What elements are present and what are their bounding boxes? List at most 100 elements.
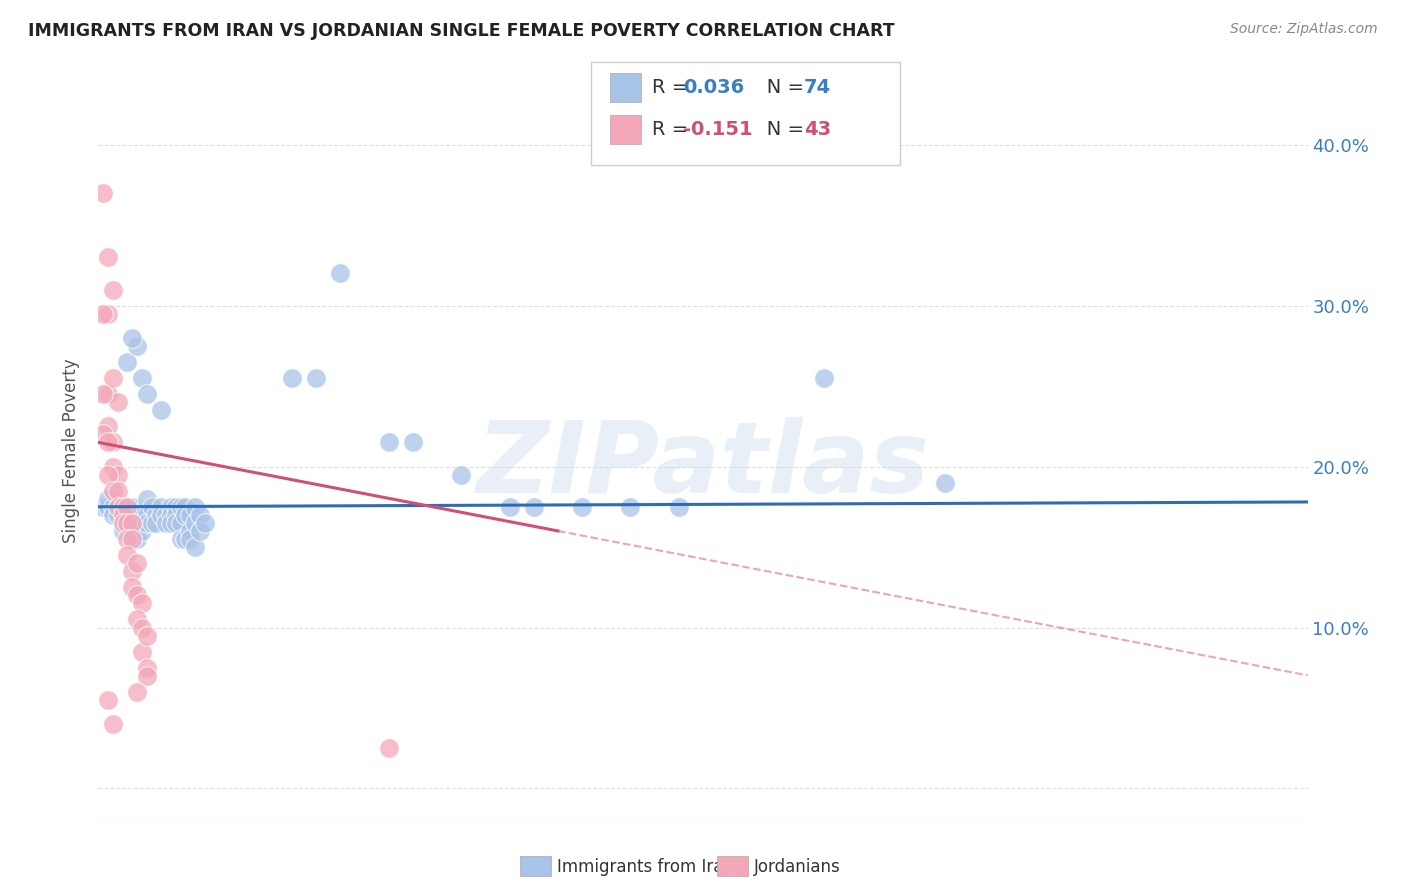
Point [668, 500, 690, 514]
Point [145, 508, 167, 522]
Point [174, 532, 197, 546]
Point [111, 500, 134, 514]
Text: -0.151: -0.151 [683, 120, 754, 139]
Point [97, 387, 120, 401]
Point [121, 508, 143, 522]
Point [155, 516, 177, 530]
Point [121, 516, 143, 530]
Point [131, 371, 153, 385]
Point [165, 516, 187, 530]
Point [145, 516, 167, 530]
Point [135, 661, 157, 675]
Point [131, 596, 153, 610]
Point [97, 693, 120, 707]
Point [281, 371, 304, 385]
Point [135, 508, 157, 522]
Point [117, 500, 139, 514]
Point [169, 516, 191, 530]
Point [131, 645, 153, 659]
Point [141, 500, 163, 514]
Point [111, 516, 134, 530]
Point [97, 419, 120, 434]
Point [169, 532, 191, 546]
Point [121, 532, 143, 546]
Point [127, 685, 149, 699]
Point [934, 475, 956, 490]
Point [184, 516, 207, 530]
Point [135, 491, 157, 506]
Point [91, 427, 114, 442]
Point [117, 516, 139, 530]
Text: R =: R = [652, 78, 695, 97]
Point [377, 435, 399, 450]
Point [131, 524, 153, 538]
Point [97, 435, 120, 450]
Point [141, 516, 163, 530]
Point [135, 387, 157, 401]
Point [160, 508, 183, 522]
Point [179, 524, 201, 538]
Point [101, 371, 124, 385]
Point [127, 532, 149, 546]
Text: IMMIGRANTS FROM IRAN VS JORDANIAN SINGLE FEMALE POVERTY CORRELATION CHART: IMMIGRANTS FROM IRAN VS JORDANIAN SINGLE… [28, 22, 894, 40]
Point [111, 516, 134, 530]
Point [377, 741, 399, 756]
Point [188, 524, 211, 538]
Point [150, 508, 173, 522]
Point [127, 588, 149, 602]
Point [402, 435, 425, 450]
Text: 74: 74 [804, 78, 831, 97]
Point [127, 612, 149, 626]
Point [107, 395, 129, 409]
Point [101, 508, 124, 522]
Text: 0.036: 0.036 [683, 78, 745, 97]
Point [101, 283, 124, 297]
Point [121, 580, 143, 594]
Point [165, 500, 187, 514]
Point [165, 508, 187, 522]
Point [498, 500, 520, 514]
Point [121, 524, 143, 538]
Point [450, 467, 472, 482]
Point [174, 508, 197, 522]
Point [101, 459, 124, 474]
Point [179, 532, 201, 546]
Text: R =: R = [652, 120, 695, 139]
Point [135, 669, 157, 683]
Point [127, 339, 149, 353]
Point [97, 491, 120, 506]
Point [329, 267, 352, 281]
Point [91, 500, 114, 514]
Point [523, 500, 546, 514]
Point [174, 500, 197, 514]
Point [107, 508, 129, 522]
Point [619, 500, 641, 514]
Point [188, 508, 211, 522]
Y-axis label: Single Female Poverty: Single Female Poverty [62, 359, 80, 542]
Text: Jordanians: Jordanians [754, 858, 841, 876]
Point [131, 508, 153, 522]
Point [117, 355, 139, 369]
Point [150, 403, 173, 417]
Point [131, 516, 153, 530]
Point [121, 532, 143, 546]
Point [101, 435, 124, 450]
Point [131, 620, 153, 634]
Point [305, 371, 328, 385]
Text: 43: 43 [804, 120, 831, 139]
Text: ZIPatlas: ZIPatlas [477, 417, 929, 514]
Point [117, 516, 139, 530]
Point [155, 508, 177, 522]
Point [121, 564, 143, 578]
Point [107, 467, 129, 482]
Point [184, 500, 207, 514]
Point [91, 307, 114, 321]
Point [107, 500, 129, 514]
Text: N =: N = [748, 120, 810, 139]
Point [91, 387, 114, 401]
Point [571, 500, 593, 514]
Point [813, 371, 835, 385]
Point [169, 500, 191, 514]
Point [179, 508, 201, 522]
Point [97, 500, 120, 514]
